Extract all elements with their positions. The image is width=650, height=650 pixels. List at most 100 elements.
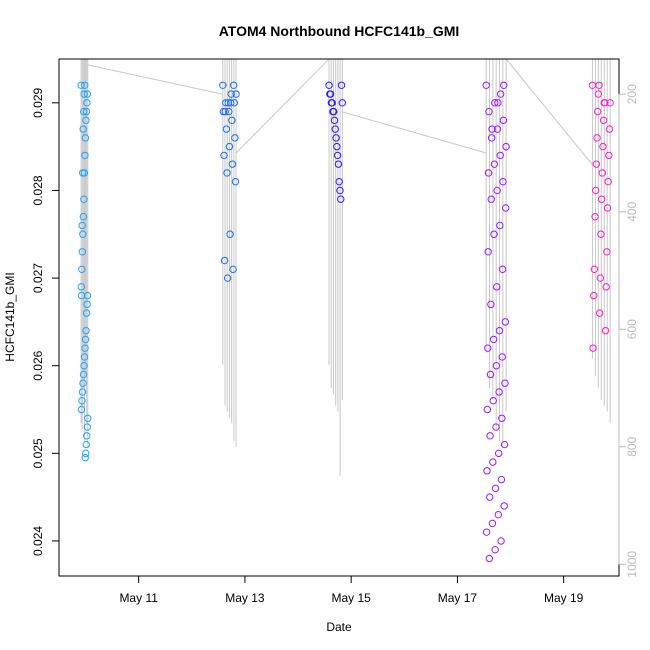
data-point xyxy=(78,221,86,230)
data-point xyxy=(83,423,91,431)
data-point xyxy=(597,230,605,238)
data-point xyxy=(605,125,614,133)
data-point xyxy=(494,510,503,519)
data-point xyxy=(483,405,492,414)
data-point xyxy=(77,283,86,291)
data-point xyxy=(81,335,90,344)
data-point xyxy=(598,169,606,177)
data-point xyxy=(331,125,339,133)
data-point xyxy=(482,81,490,89)
data-point xyxy=(491,484,500,493)
data-point xyxy=(80,90,88,98)
data-point xyxy=(225,142,234,151)
data-point xyxy=(82,326,90,335)
data-point xyxy=(493,125,502,133)
data-point xyxy=(82,107,91,116)
data-point xyxy=(335,177,343,186)
data-point xyxy=(229,265,237,274)
data-point xyxy=(596,274,605,282)
data-point xyxy=(501,318,510,326)
data-point xyxy=(333,151,342,160)
data-point xyxy=(79,370,88,379)
data-point xyxy=(490,160,499,168)
data-point xyxy=(219,81,227,89)
data-point xyxy=(330,116,339,125)
data-point xyxy=(593,134,601,142)
data-point xyxy=(590,291,598,300)
data-point xyxy=(491,99,499,107)
data-point xyxy=(81,454,89,462)
data-point xyxy=(332,134,340,142)
data-point xyxy=(232,90,240,98)
data-point xyxy=(491,546,499,554)
data-point xyxy=(77,81,85,89)
data-point xyxy=(83,432,91,440)
data-point xyxy=(484,248,492,256)
data-point xyxy=(78,388,87,396)
data-point xyxy=(231,177,240,186)
data-point xyxy=(483,467,491,475)
data-point xyxy=(220,256,229,265)
y-tick-label: 0.028 xyxy=(31,175,45,205)
data-point xyxy=(496,221,504,230)
y-axis: 0.024 0.025 0.026 0.027 0.028 0.029 xyxy=(31,87,60,556)
data-point xyxy=(82,449,90,458)
data-point xyxy=(225,107,233,116)
data-point xyxy=(486,493,494,501)
data-point xyxy=(501,379,509,387)
data-point xyxy=(595,81,603,89)
x-tick-label: May 19 xyxy=(544,591,584,605)
data-point xyxy=(495,388,503,396)
data-point xyxy=(326,90,335,98)
secondary-altitude-lines xyxy=(80,58,611,477)
data-point xyxy=(336,186,344,195)
data-point xyxy=(79,125,87,133)
data-point xyxy=(487,195,495,203)
y-tick-label: 0.027 xyxy=(31,263,45,293)
data-point xyxy=(486,432,494,440)
data-point xyxy=(499,177,507,186)
data-point xyxy=(603,204,612,212)
data-point xyxy=(593,107,602,116)
data-point xyxy=(84,414,92,422)
altitude-transit-line xyxy=(87,64,223,95)
x-axis: May 11 May 13 May 15 May 17 May 19 xyxy=(119,575,584,605)
data-point xyxy=(222,125,231,133)
data-point xyxy=(337,81,346,89)
data-point xyxy=(82,440,90,449)
data-point xyxy=(497,537,505,545)
data-point xyxy=(80,195,88,203)
altitude-transit-line xyxy=(342,111,487,154)
data-point xyxy=(502,204,510,212)
data-point xyxy=(83,99,91,107)
data-point xyxy=(79,379,87,387)
data-point xyxy=(488,125,496,133)
data-point xyxy=(82,116,90,125)
data-point xyxy=(494,449,503,458)
data-point xyxy=(83,90,92,98)
data-point xyxy=(493,283,501,291)
data-point xyxy=(605,151,613,160)
data-point xyxy=(229,81,238,89)
data-point xyxy=(502,142,510,151)
data-point xyxy=(226,99,235,107)
y2-tick-label: 200 xyxy=(625,84,639,104)
data-point xyxy=(228,160,237,168)
data-point xyxy=(599,116,608,125)
scatter-points xyxy=(77,81,614,563)
data-point xyxy=(592,186,600,195)
data-point xyxy=(492,423,500,431)
data-point xyxy=(490,230,498,238)
data-point xyxy=(78,265,86,274)
data-point xyxy=(498,414,506,422)
data-point xyxy=(590,265,599,274)
y2-tick-label: 1000 xyxy=(625,551,639,578)
data-point xyxy=(595,309,604,317)
data-point xyxy=(494,99,502,107)
data-point xyxy=(82,309,91,317)
data-point xyxy=(80,353,89,361)
data-point xyxy=(81,344,89,352)
data-point xyxy=(487,134,496,142)
data-point xyxy=(601,99,609,107)
